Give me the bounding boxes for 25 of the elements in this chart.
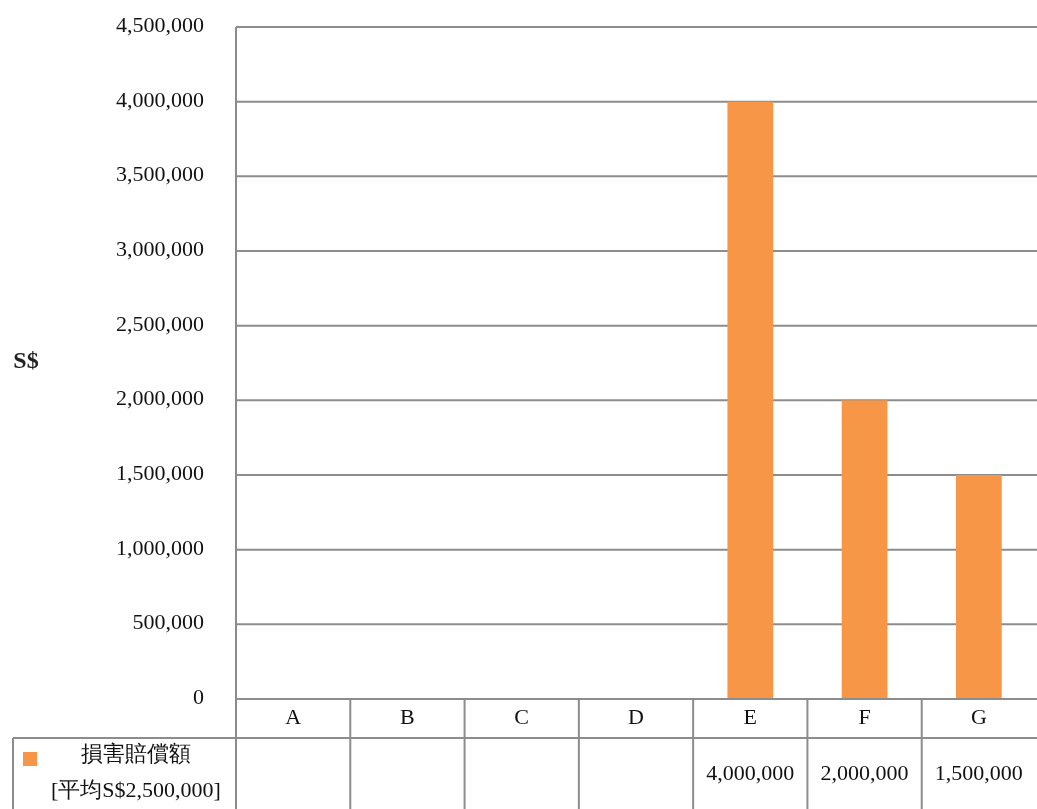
x-tick-label: C [514,703,530,729]
y-tick-label: 4,500,000 [116,12,204,38]
y-tick-label: 1,000,000 [116,534,204,560]
y-tick-label: 2,000,000 [116,385,204,411]
y-tick-label: 0 [193,684,204,710]
data-label: 1,500,000 [934,760,1023,786]
y-tick-label: 1,500,000 [116,460,204,486]
x-tick-label: A [285,703,302,729]
x-tick-label: F [858,703,871,729]
x-tick-label: D [628,703,644,729]
y-tick-label: 2,500,000 [116,310,204,336]
data-label: 2,000,000 [820,760,909,786]
bar [956,475,1002,699]
x-tick-label: E [743,703,758,729]
legend-label: 損害賠償額 [平均S$2,500,000] [51,741,221,803]
y-tick-label: 3,500,000 [116,161,204,187]
y-tick-label: 4,000,000 [116,86,204,112]
x-tick-label: G [970,703,987,729]
x-tick-label: B [400,703,415,729]
bar [727,101,774,699]
y-tick-label: 500,000 [132,609,204,635]
y-tick-label: 3,000,000 [116,236,204,262]
data-label: 4,000,000 [706,760,795,786]
y-axis-title: S$ [13,346,39,373]
bar [841,400,888,699]
